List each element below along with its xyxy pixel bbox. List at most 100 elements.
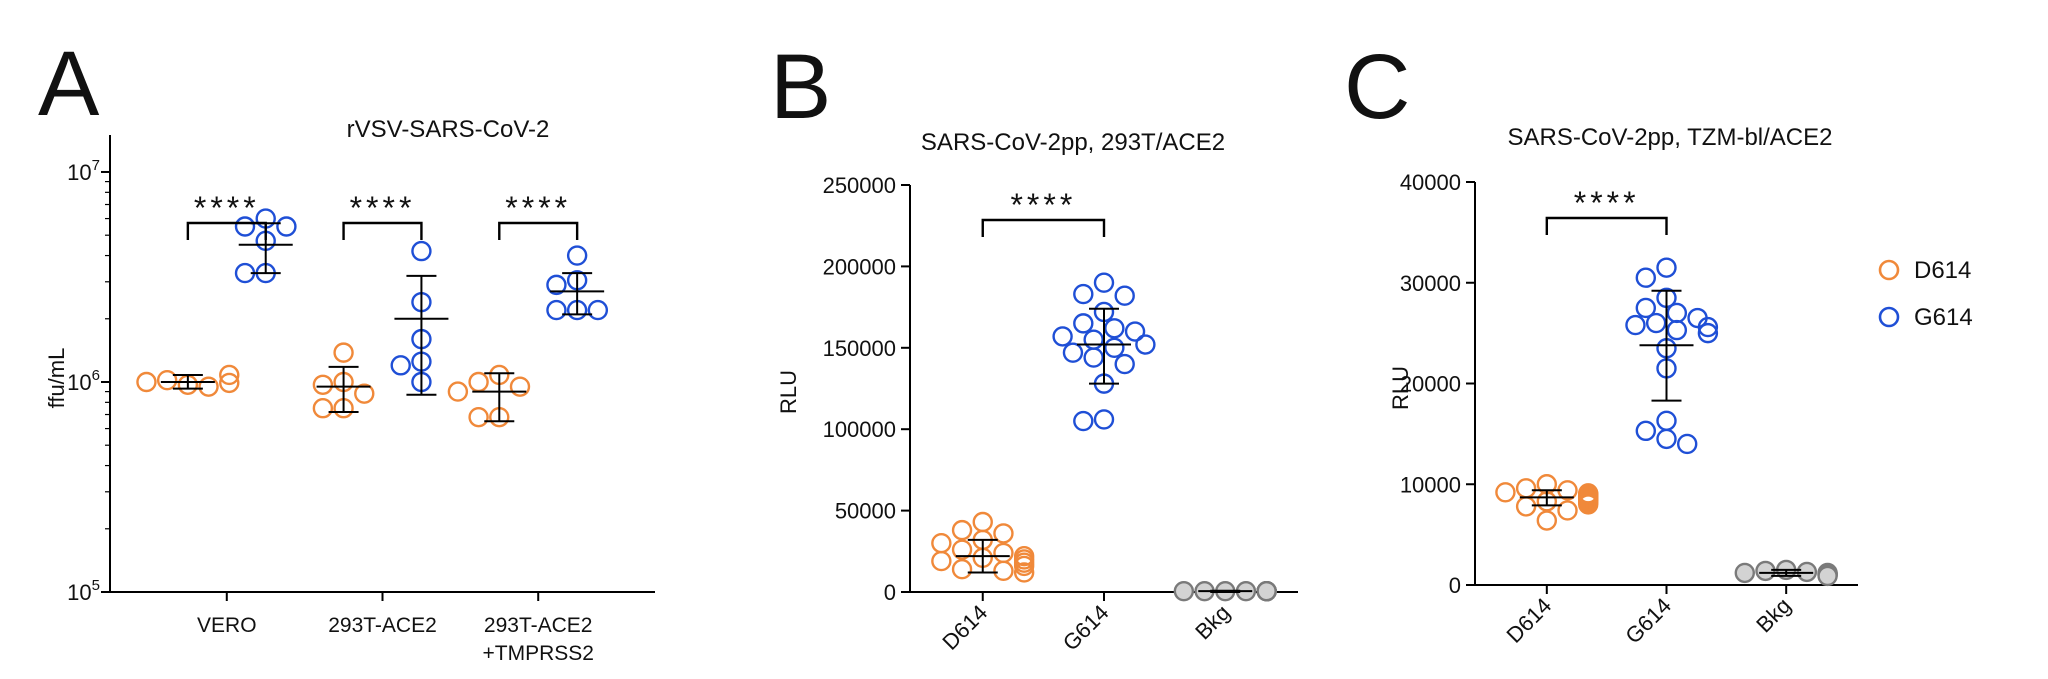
panel-a-point-d614 — [354, 383, 375, 404]
panel-b-point-d614 — [993, 560, 1014, 582]
panel-a-point-d614 — [312, 374, 334, 395]
panel-c-point-g614 — [1697, 322, 1719, 344]
panel-a-point-d614 — [156, 369, 178, 391]
panel-b-point-d614 — [1013, 562, 1035, 583]
panel-b-title: SARS-CoV-2pp, 293T/ACE2 — [921, 129, 1225, 156]
legend: D614 G614 — [1878, 257, 1973, 331]
panel-a-y-tick-label: 106 — [67, 367, 100, 395]
panel-a-point-g614 — [276, 216, 297, 237]
panel-c-y-tick-label: 40000 — [1400, 170, 1461, 195]
panel-b-point-g614 — [1135, 334, 1156, 355]
panel-a-ylabel: ffu/mL — [44, 348, 69, 409]
panel-b-point-g614 — [1104, 318, 1125, 339]
panel-a-x-tick-label: 293T-ACE2 — [328, 614, 437, 637]
panel-b-point-g614 — [1114, 353, 1135, 375]
panel-letter-a: A — [38, 33, 100, 135]
panel-b-point-g614 — [1114, 285, 1135, 306]
panel-letter-c: C — [1344, 36, 1410, 138]
panel-a-point-d614 — [468, 406, 489, 428]
panel-a-y-tick-label: 105 — [67, 577, 100, 605]
panel-c-point-d614 — [1557, 500, 1578, 521]
panel-c-y-tick-label: 10000 — [1400, 472, 1461, 497]
panel-c-significance-stars: **** — [1574, 185, 1640, 221]
panel-b-y-tick-label: 50000 — [835, 499, 896, 524]
panel-b-x-tick-label: G614 — [1058, 600, 1114, 656]
panel-b-ylabel: RLU — [776, 370, 801, 414]
panel-b-point-g614 — [1124, 321, 1146, 342]
panel-a-significance-stars: **** — [505, 190, 571, 226]
panel-c-point-g614 — [1645, 312, 1667, 334]
panel-c-point-g614 — [1625, 314, 1646, 336]
panel-c-point-g614 — [1676, 433, 1698, 455]
panel-b-point-d614 — [993, 523, 1014, 544]
panel-a-point-d614 — [219, 372, 240, 394]
panel-b-point-d614 — [931, 550, 952, 572]
panel-c-x-tick-label: G614 — [1620, 593, 1676, 649]
panel-a-point-d614 — [312, 398, 334, 419]
panel-c-point-bkg — [1796, 561, 1818, 583]
panel-c-title: SARS-CoV-2pp, TZM-bl/ACE2 — [1508, 124, 1833, 151]
panel-b-y-tick-label: 0 — [884, 580, 896, 605]
panel-a-y-tick-label: 107 — [67, 157, 100, 185]
panel-b-significance-stars: **** — [1010, 187, 1076, 223]
panel-a-point-g614 — [587, 299, 609, 321]
panel-b-x-tick-label: D614 — [937, 600, 992, 655]
panel-a-point-g614 — [390, 355, 411, 376]
panel-b-point-bkg — [1173, 580, 1195, 602]
panel-a-point-d614 — [468, 371, 489, 393]
panel-c-ylabel: RLU — [1388, 366, 1413, 410]
panel-b-point-d614 — [951, 519, 973, 541]
panel-a-significance-stars: **** — [194, 190, 260, 226]
panel-c-point-g614 — [1656, 257, 1677, 278]
panel-c-significance-bracket — [1545, 216, 1668, 235]
panel-a-significance-bracket — [186, 221, 267, 240]
panel-c-point-d614 — [1536, 510, 1558, 531]
panel-a-x-tick-label: 293T-ACE2 — [484, 614, 593, 637]
panel-c-y-tick-label: 20000 — [1400, 372, 1461, 397]
panel-letter-b: B — [770, 36, 831, 138]
panel-b-plot: 0 50000 100000 150000 200000 250000 D614 G614 Bk… — [823, 173, 1298, 656]
panel-c-point-g614 — [1635, 420, 1657, 442]
panel-a-title: rVSV-SARS-CoV-2 — [347, 116, 550, 143]
panel-b-significance-bracket — [981, 218, 1106, 237]
panel-a-x-tick-label: +TMPRSS2 — [482, 642, 593, 665]
panel-a-plot: 105 106 107 VERO 293T-ACE2 293T-ACE2 +TMPRSS2 *… — [67, 135, 655, 665]
panel-b-point-g614 — [1062, 342, 1084, 363]
panel-b-point-d614 — [951, 539, 973, 560]
panel-a-point-d614 — [136, 371, 157, 393]
panel-c-y-tick-label: 0 — [1449, 573, 1461, 598]
panel-c-point-g614 — [1635, 267, 1657, 288]
panel-a-point-g614 — [566, 245, 588, 266]
panel-a-point-g614 — [234, 216, 256, 237]
panel-b-point-d614 — [993, 542, 1014, 564]
panel-a-point-g614 — [546, 299, 567, 321]
panel-b-point-d614 — [931, 532, 952, 554]
panel-a-point-g614 — [546, 274, 567, 296]
legend-label-d614: D614 — [1914, 257, 1971, 284]
legend-marker-d614 — [1878, 259, 1900, 281]
panel-b-point-d614 — [972, 511, 993, 533]
panel-c-point-d614 — [1515, 478, 1537, 499]
panel-a-point-d614 — [219, 364, 240, 386]
panel-c-point-d614 — [1578, 494, 1599, 515]
panel-c-point-g614 — [1656, 428, 1677, 450]
panel-c-point-d614 — [1515, 496, 1537, 517]
panel-c-point-bkg — [1817, 565, 1838, 587]
panel-c-point-g614 — [1666, 319, 1688, 341]
panel-c-y-tick-label: 30000 — [1400, 271, 1461, 296]
panel-b-point-g614 — [1093, 272, 1115, 293]
panel-a-significance-stars: **** — [350, 190, 416, 226]
panel-b-point-g614 — [1052, 326, 1073, 347]
panel-a-x-tick-label: VERO — [197, 614, 257, 637]
panel-c-point-g614 — [1666, 302, 1688, 324]
panel-b-point-g614 — [1083, 347, 1104, 368]
panel-c-point-d614 — [1495, 482, 1516, 503]
panel-b-point-g614 — [1073, 313, 1094, 334]
panel-a-point-g614 — [411, 240, 432, 262]
panel-c-x-tick-label: D614 — [1501, 593, 1556, 648]
panel-b-y-tick-label: 150000 — [823, 336, 896, 361]
panel-b-point-bkg — [1256, 580, 1277, 602]
panel-a-point-d614 — [509, 376, 531, 397]
legend-label-g614: G614 — [1914, 304, 1973, 331]
